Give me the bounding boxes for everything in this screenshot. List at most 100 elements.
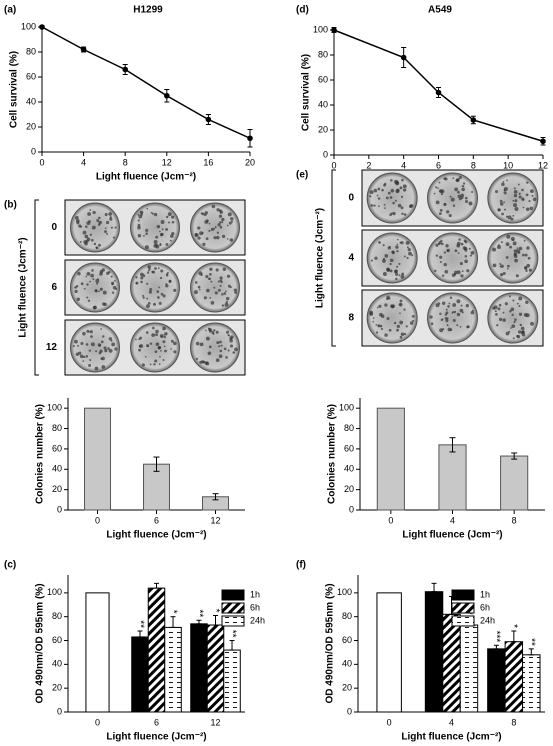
culture-dish [366,292,418,344]
colony [110,339,113,342]
colony [525,207,530,212]
colony [394,199,397,202]
bar [164,626,182,713]
colony [85,343,89,346]
colony [514,318,517,321]
colony [377,187,381,191]
colony [379,324,383,328]
colony [165,215,169,219]
colony [446,210,450,214]
colony [500,202,504,206]
colony [99,287,103,291]
colony [387,191,391,195]
colony [87,212,91,216]
colony [99,269,104,274]
colony [463,246,468,251]
x-tick-label: 4 [449,717,454,727]
colony [139,344,144,348]
colony [395,245,399,249]
colony [499,263,502,265]
colony [439,328,444,333]
colony [111,283,114,286]
colony [522,206,525,209]
y-tick-label: 100 [337,587,352,597]
colony [512,238,515,242]
colony [497,208,501,212]
legend-swatch [451,615,475,627]
colony [396,265,399,268]
colony [229,286,232,289]
colony [439,312,442,316]
colony [225,290,227,293]
x-tick-label: 12 [162,157,172,167]
bar [376,407,405,511]
colony [449,328,453,331]
colony [230,217,234,221]
x-tick-label: 6 [154,717,159,727]
colony [384,182,387,186]
colony [526,263,531,268]
colony [469,254,472,257]
colony [444,177,446,180]
y-tick-label: 20 [52,484,62,494]
colony [85,355,89,358]
y-tick-label: 20 [344,484,354,494]
colony [157,296,160,299]
colony [200,274,203,277]
colony [168,221,171,224]
colony [452,303,457,307]
colony [95,246,98,249]
colony [399,335,403,339]
colony [513,320,516,324]
colony [396,324,400,328]
colony [224,302,229,307]
colony [514,258,518,263]
colony [449,296,453,299]
colony [164,349,167,353]
colony [97,278,99,280]
colony [221,217,225,222]
photo-row-label: 12 [46,342,58,353]
culture-dish [70,262,120,313]
colony [215,358,220,363]
panel-label: (c) [4,560,16,571]
colony [104,227,107,230]
colony [443,251,447,254]
legend-swatch [451,602,475,614]
data-point [331,27,337,33]
colony [401,212,404,216]
colony [440,192,444,196]
colony [389,258,394,263]
colony [395,277,398,281]
colony [399,303,402,306]
colony [439,255,443,259]
colony [146,297,149,300]
photo-row-label: 8 [348,313,354,324]
legend-swatch [221,589,245,601]
colony [202,242,206,247]
colony [369,195,372,198]
colony [513,254,518,258]
colony [161,228,164,231]
colony [461,187,465,192]
colony [506,234,511,239]
colony [438,181,441,184]
colony [92,278,95,281]
colony [519,323,523,327]
bar [487,648,506,713]
colony [494,190,499,194]
colony [513,249,517,253]
photo-bracket [331,169,336,347]
colony [207,351,212,356]
colony [532,197,537,202]
legend-swatch [221,615,245,627]
colony [456,270,461,275]
colony [216,231,220,234]
colony [137,213,140,216]
colony [82,230,87,235]
colony [399,299,403,303]
y-tick-label: 60 [344,443,354,453]
colony [219,279,223,282]
colony [451,312,454,314]
